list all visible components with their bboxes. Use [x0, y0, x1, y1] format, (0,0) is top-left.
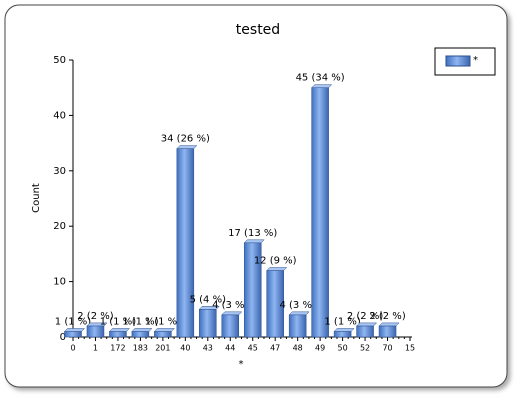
- legend-swatch: [445, 55, 471, 67]
- x-tick-label: 183: [133, 344, 148, 353]
- y-tick-label: 20: [53, 221, 66, 232]
- bar-top: [311, 84, 333, 88]
- bar: [176, 148, 195, 338]
- legend-label: *: [473, 55, 478, 66]
- data-label: 4 (3 %): [279, 300, 315, 311]
- legend: *: [434, 47, 496, 76]
- y-tick-label: 0: [60, 332, 66, 343]
- data-label: 4 (3 %): [212, 300, 248, 311]
- data-label: 2 (2 %): [77, 311, 113, 322]
- x-tick-label: 172: [110, 344, 125, 353]
- x-tick-label: 45: [248, 344, 258, 353]
- data-label: 2 (2 %): [369, 311, 405, 322]
- bar-top: [266, 267, 288, 271]
- data-label: 5 (4 %): [190, 294, 226, 305]
- x-tick-label: 52: [360, 344, 370, 353]
- bar-top: [131, 328, 153, 332]
- bar: [333, 331, 352, 338]
- bar: [131, 331, 150, 338]
- x-tick-label: 44: [225, 344, 235, 353]
- bar: [64, 331, 82, 338]
- chart-title: tested: [236, 22, 280, 38]
- y-tick-label: 40: [53, 110, 66, 121]
- y-axis-label: Count: [31, 183, 42, 213]
- data-label: 12 (9 %): [254, 256, 297, 267]
- bar-top: [176, 145, 198, 149]
- data-label: 2 (2 %): [347, 311, 383, 322]
- y-tick-label: 10: [53, 277, 66, 288]
- bar-top: [63, 328, 86, 332]
- y-tick-label: 50: [53, 55, 66, 66]
- x-tick-label: 201: [155, 344, 170, 353]
- data-label: 34 (26 %): [161, 134, 210, 145]
- x-tick-label: 15: [405, 344, 415, 353]
- x-tick-label: 48: [293, 344, 303, 353]
- data-label: 1 (1 %): [145, 316, 181, 327]
- y-tick-label: 30: [53, 166, 66, 177]
- frame: [4, 4, 508, 388]
- data-label: 1 (1 %): [122, 316, 158, 327]
- data-label: 1 (1 %): [324, 316, 360, 327]
- bar: [109, 331, 127, 338]
- bar: [356, 325, 374, 338]
- x-tick-label: 70: [382, 344, 392, 353]
- x-tick-label: 50: [338, 344, 348, 353]
- bar-top: [378, 322, 400, 327]
- bar-top: [221, 311, 243, 316]
- bar: [288, 314, 307, 338]
- bar-top: [198, 306, 220, 310]
- x-tick-label: 0: [70, 344, 75, 353]
- bar: [378, 325, 397, 338]
- data-label: 1 (1 %): [55, 316, 91, 327]
- bar-top: [288, 311, 310, 316]
- bar: [86, 325, 105, 338]
- bar-top: [333, 328, 355, 332]
- bar-top: [355, 322, 378, 327]
- bar: [221, 314, 240, 338]
- x-tick-label: 49: [315, 344, 325, 353]
- x-tick-label: 43: [203, 344, 213, 353]
- bar: [154, 331, 172, 338]
- x-axis-label: *: [239, 359, 244, 370]
- x-tick-label: 40: [180, 344, 190, 353]
- bar-top: [153, 328, 175, 332]
- bar-top: [243, 239, 265, 244]
- bar-top: [108, 328, 131, 332]
- data-label: 17 (13 %): [228, 228, 277, 239]
- bar-top: [86, 322, 108, 327]
- bar: [199, 309, 217, 338]
- x-tick-label: 1: [93, 344, 98, 353]
- data-label: 1 (1 %): [100, 316, 136, 327]
- data-label: 45 (34 %): [296, 73, 345, 84]
- x-tick-label: 47: [270, 344, 280, 353]
- bar: [311, 87, 329, 338]
